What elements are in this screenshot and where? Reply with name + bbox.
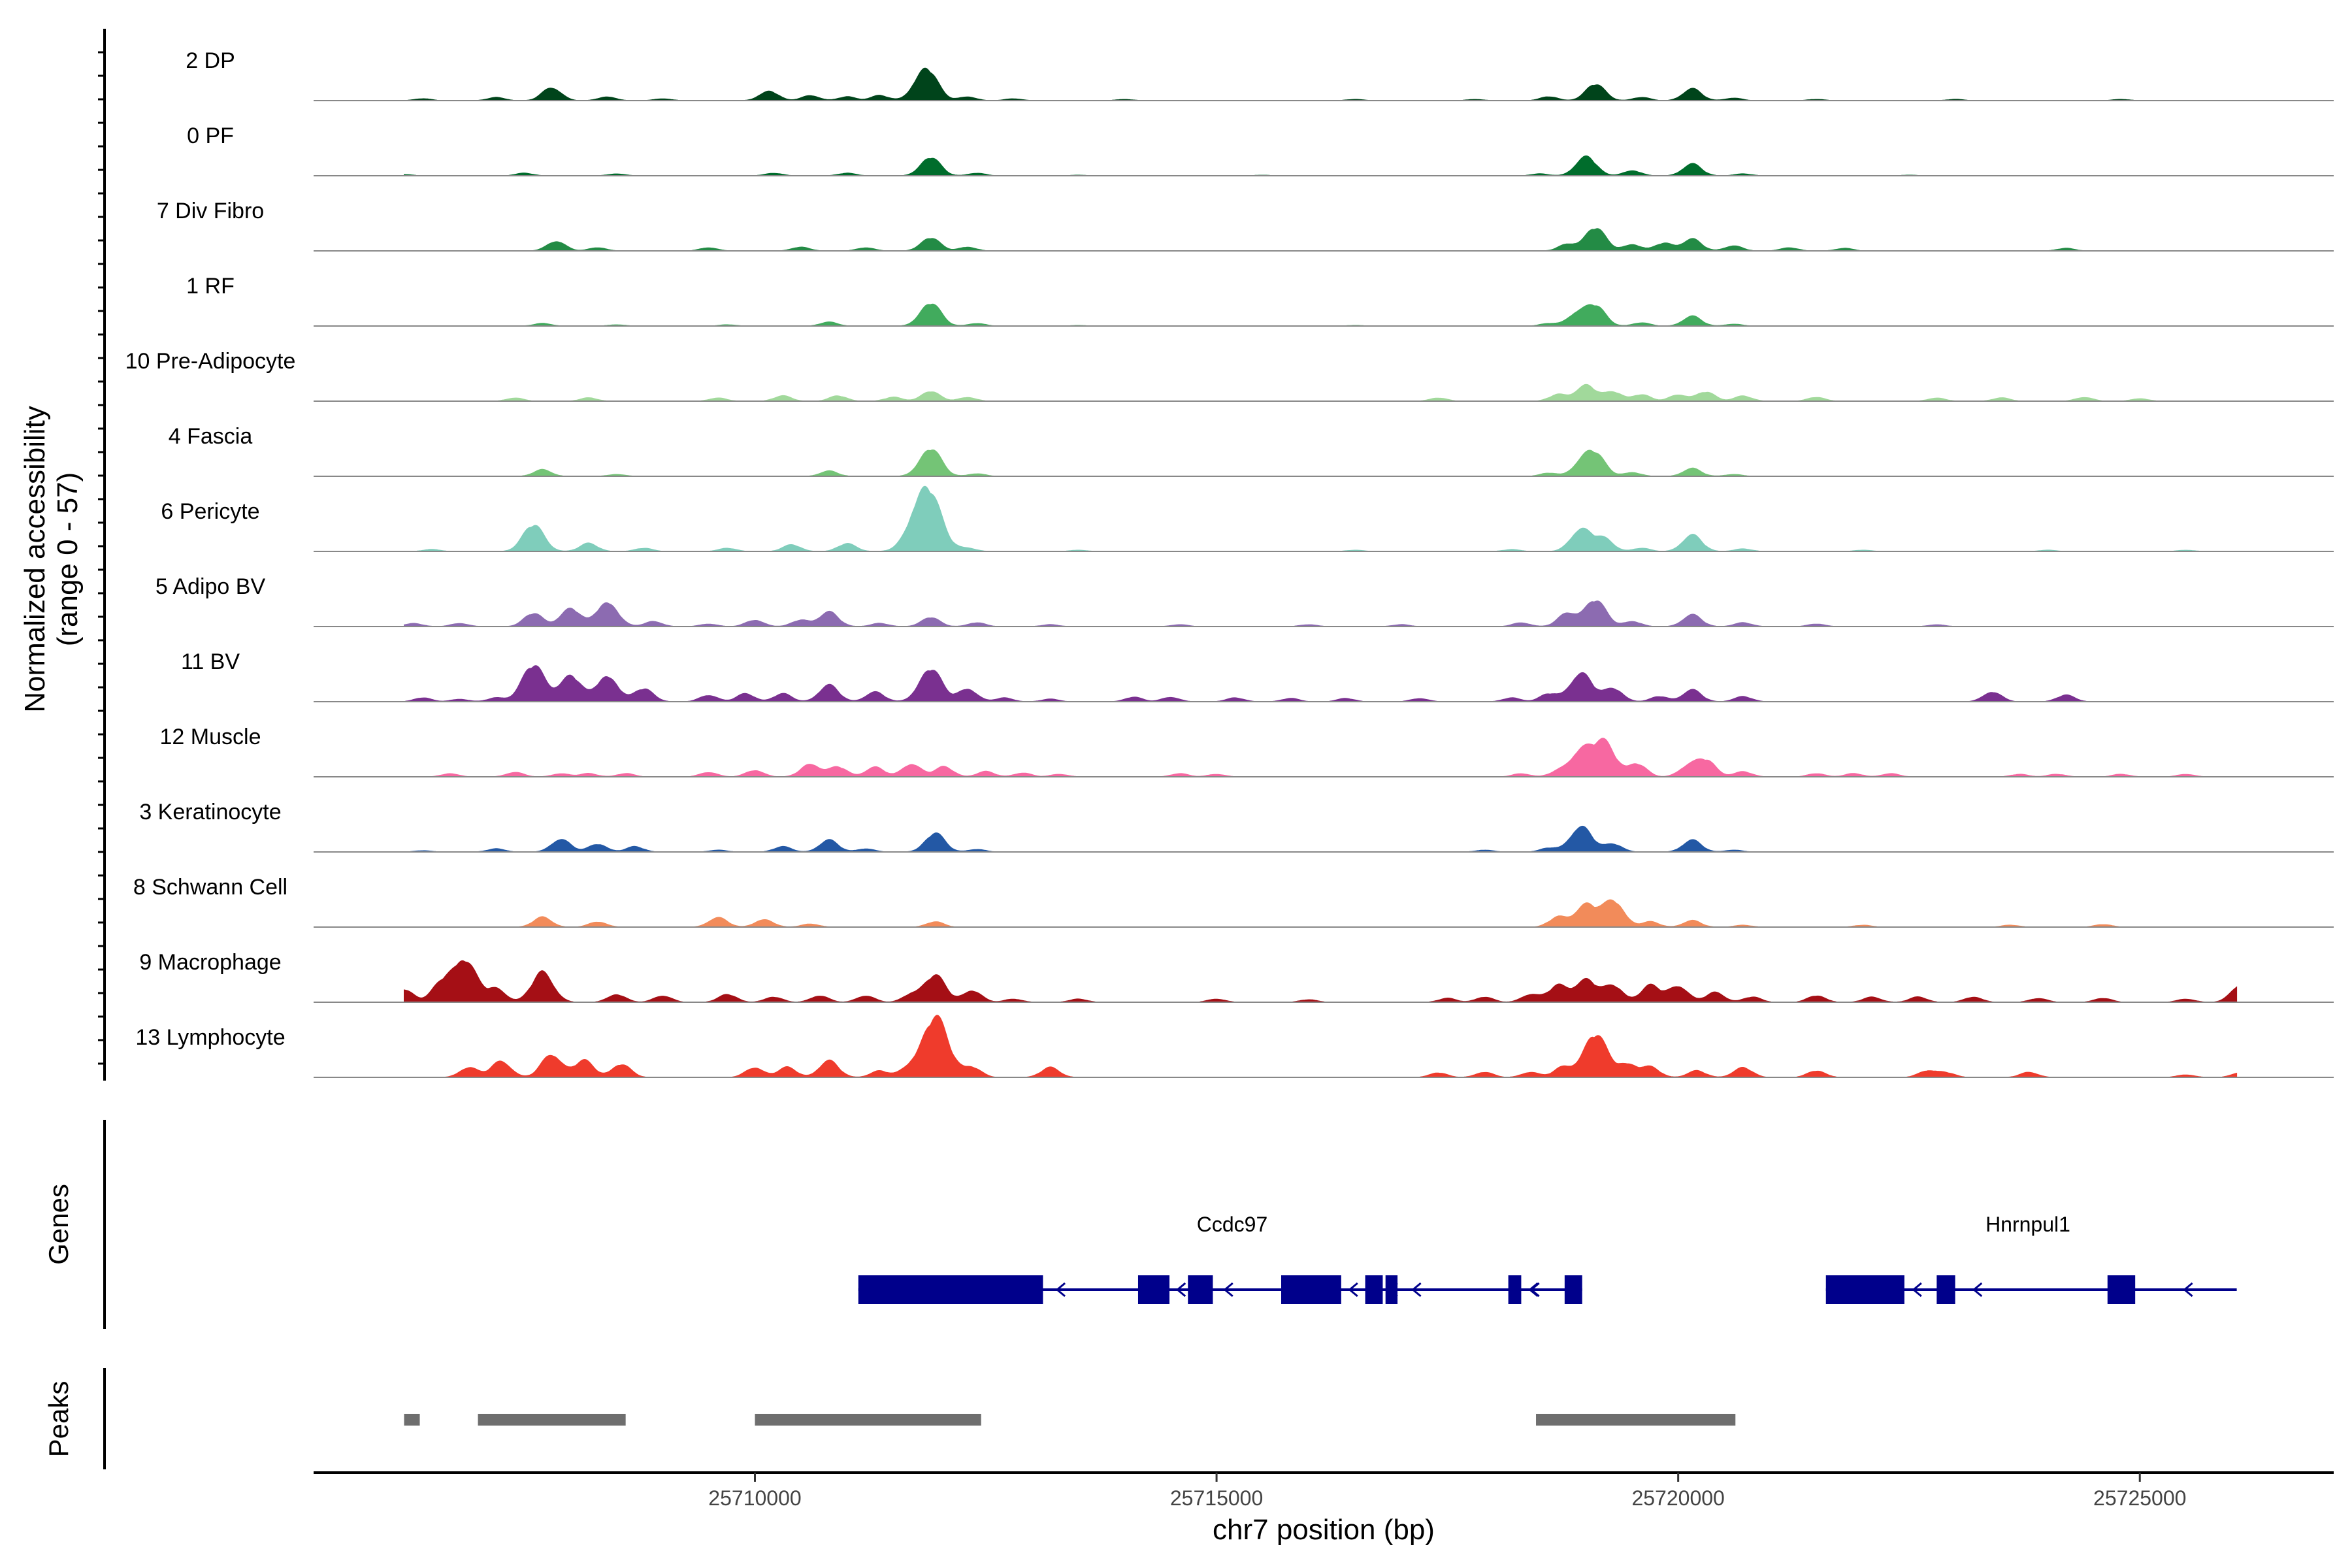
- track-1: 2 DP: [186, 48, 2334, 101]
- gene-exon: [858, 1275, 1043, 1304]
- peak-region: [404, 1414, 420, 1426]
- gene-exon: [1137, 1275, 1170, 1304]
- track-3: 7 Div Fibro: [157, 199, 2334, 252]
- strand-arrow: [1223, 1282, 1233, 1298]
- strand-arrow: [1411, 1282, 1422, 1298]
- track-label: 9 Macrophage: [139, 950, 281, 975]
- x-tick-label: 25720000: [1631, 1486, 1724, 1510]
- strand-arrow: [1972, 1282, 1983, 1298]
- y-axis-title: Normalized accessibility (range 0 - 57): [19, 406, 84, 712]
- x-axis-ticks: 25710000 25715000 25720000 25725000: [708, 1473, 2186, 1510]
- gene-exon: [1281, 1275, 1341, 1304]
- track-8: 5 Adipo BV: [155, 574, 2334, 627]
- y-axis-minor-ticks: [98, 51, 105, 1065]
- track-label: 2 DP: [186, 48, 235, 73]
- x-tick-label: 25715000: [1170, 1486, 1263, 1510]
- genes-track: Ccdc97 Hnrnpul1: [858, 1213, 2237, 1304]
- gene-exon: [1188, 1275, 1213, 1304]
- track-9: 11 BV: [181, 649, 2334, 702]
- gene-exon: [1385, 1275, 1398, 1304]
- track-signal-area: [404, 600, 2237, 627]
- genes-panel-title: Genes: [43, 1184, 74, 1265]
- gene-hnrnpul1: Hnrnpul1: [1825, 1213, 2237, 1304]
- track-11: 3 Keratinocyte: [139, 800, 2334, 853]
- strand-arrow: [1055, 1282, 1066, 1298]
- peak-region: [478, 1414, 626, 1426]
- track-label: 5 Adipo BV: [155, 574, 266, 599]
- track-label: 11 BV: [181, 649, 240, 674]
- accessibility-tracks: 2 DP 0 PF 7 Div Fibro 1 RF 10 Pre-Adipocyte 4…: [125, 48, 2334, 1078]
- x-axis-title: chr7 position (bp): [1213, 1514, 1435, 1546]
- track-label: 0 PF: [187, 123, 234, 148]
- gene-exon: [1365, 1275, 1383, 1304]
- track-label: 8 Schwann Cell: [133, 875, 287, 900]
- strand-arrow: [2183, 1282, 2193, 1298]
- strand-arrow: [1528, 1282, 1539, 1298]
- x-tick-label: 25725000: [2093, 1486, 2186, 1510]
- track-label: 12 Muscle: [160, 725, 261, 749]
- track-label: 4 Fascia: [169, 424, 253, 449]
- track-label: 13 Lymphocyte: [135, 1025, 285, 1050]
- gene-label: Hnrnpul1: [1985, 1213, 2070, 1236]
- track-label: 1 RF: [186, 274, 235, 299]
- track-2: 0 PF: [187, 123, 2334, 176]
- gene-exon: [2107, 1275, 2136, 1304]
- track-4: 1 RF: [186, 274, 2334, 327]
- gene-exon: [1508, 1275, 1522, 1304]
- peaks-panel-title: Peaks: [43, 1381, 74, 1458]
- y-axis-title-line2: (range 0 - 57): [52, 472, 84, 647]
- gene-ccdc97: Ccdc97: [858, 1213, 1582, 1304]
- track-5: 10 Pre-Adipocyte: [125, 349, 2334, 402]
- y-axis-title-line1: Normalized accessibility: [19, 406, 51, 712]
- gene-exon: [1936, 1275, 1955, 1304]
- track-label: 10 Pre-Adipocyte: [125, 349, 296, 374]
- track-10: 12 Muscle: [160, 725, 2334, 777]
- gene-exon: [1825, 1275, 1904, 1304]
- track-label: 3 Keratinocyte: [139, 800, 281, 825]
- strand-arrow: [1348, 1282, 1358, 1298]
- track-6: 4 Fascia: [169, 424, 2334, 477]
- peak-region: [1536, 1414, 1736, 1426]
- gene-exon: [1564, 1275, 1582, 1304]
- track-label: 7 Div Fibro: [157, 199, 264, 223]
- gene-label: Ccdc97: [1197, 1213, 1268, 1236]
- strand-arrow: [1912, 1282, 1922, 1298]
- track-13: 9 Macrophage: [139, 950, 2334, 1003]
- x-tick-label: 25710000: [708, 1486, 801, 1510]
- track-7: 6 Pericyte: [161, 485, 2334, 552]
- strand-arrow: [1175, 1282, 1186, 1298]
- track-14: 13 Lymphocyte: [135, 1015, 2334, 1078]
- peak-region: [755, 1414, 981, 1426]
- track-12: 8 Schwann Cell: [133, 875, 2334, 928]
- peaks-track: [404, 1414, 1736, 1426]
- track-signal-area: [404, 960, 2238, 1003]
- track-label: 6 Pericyte: [161, 499, 259, 524]
